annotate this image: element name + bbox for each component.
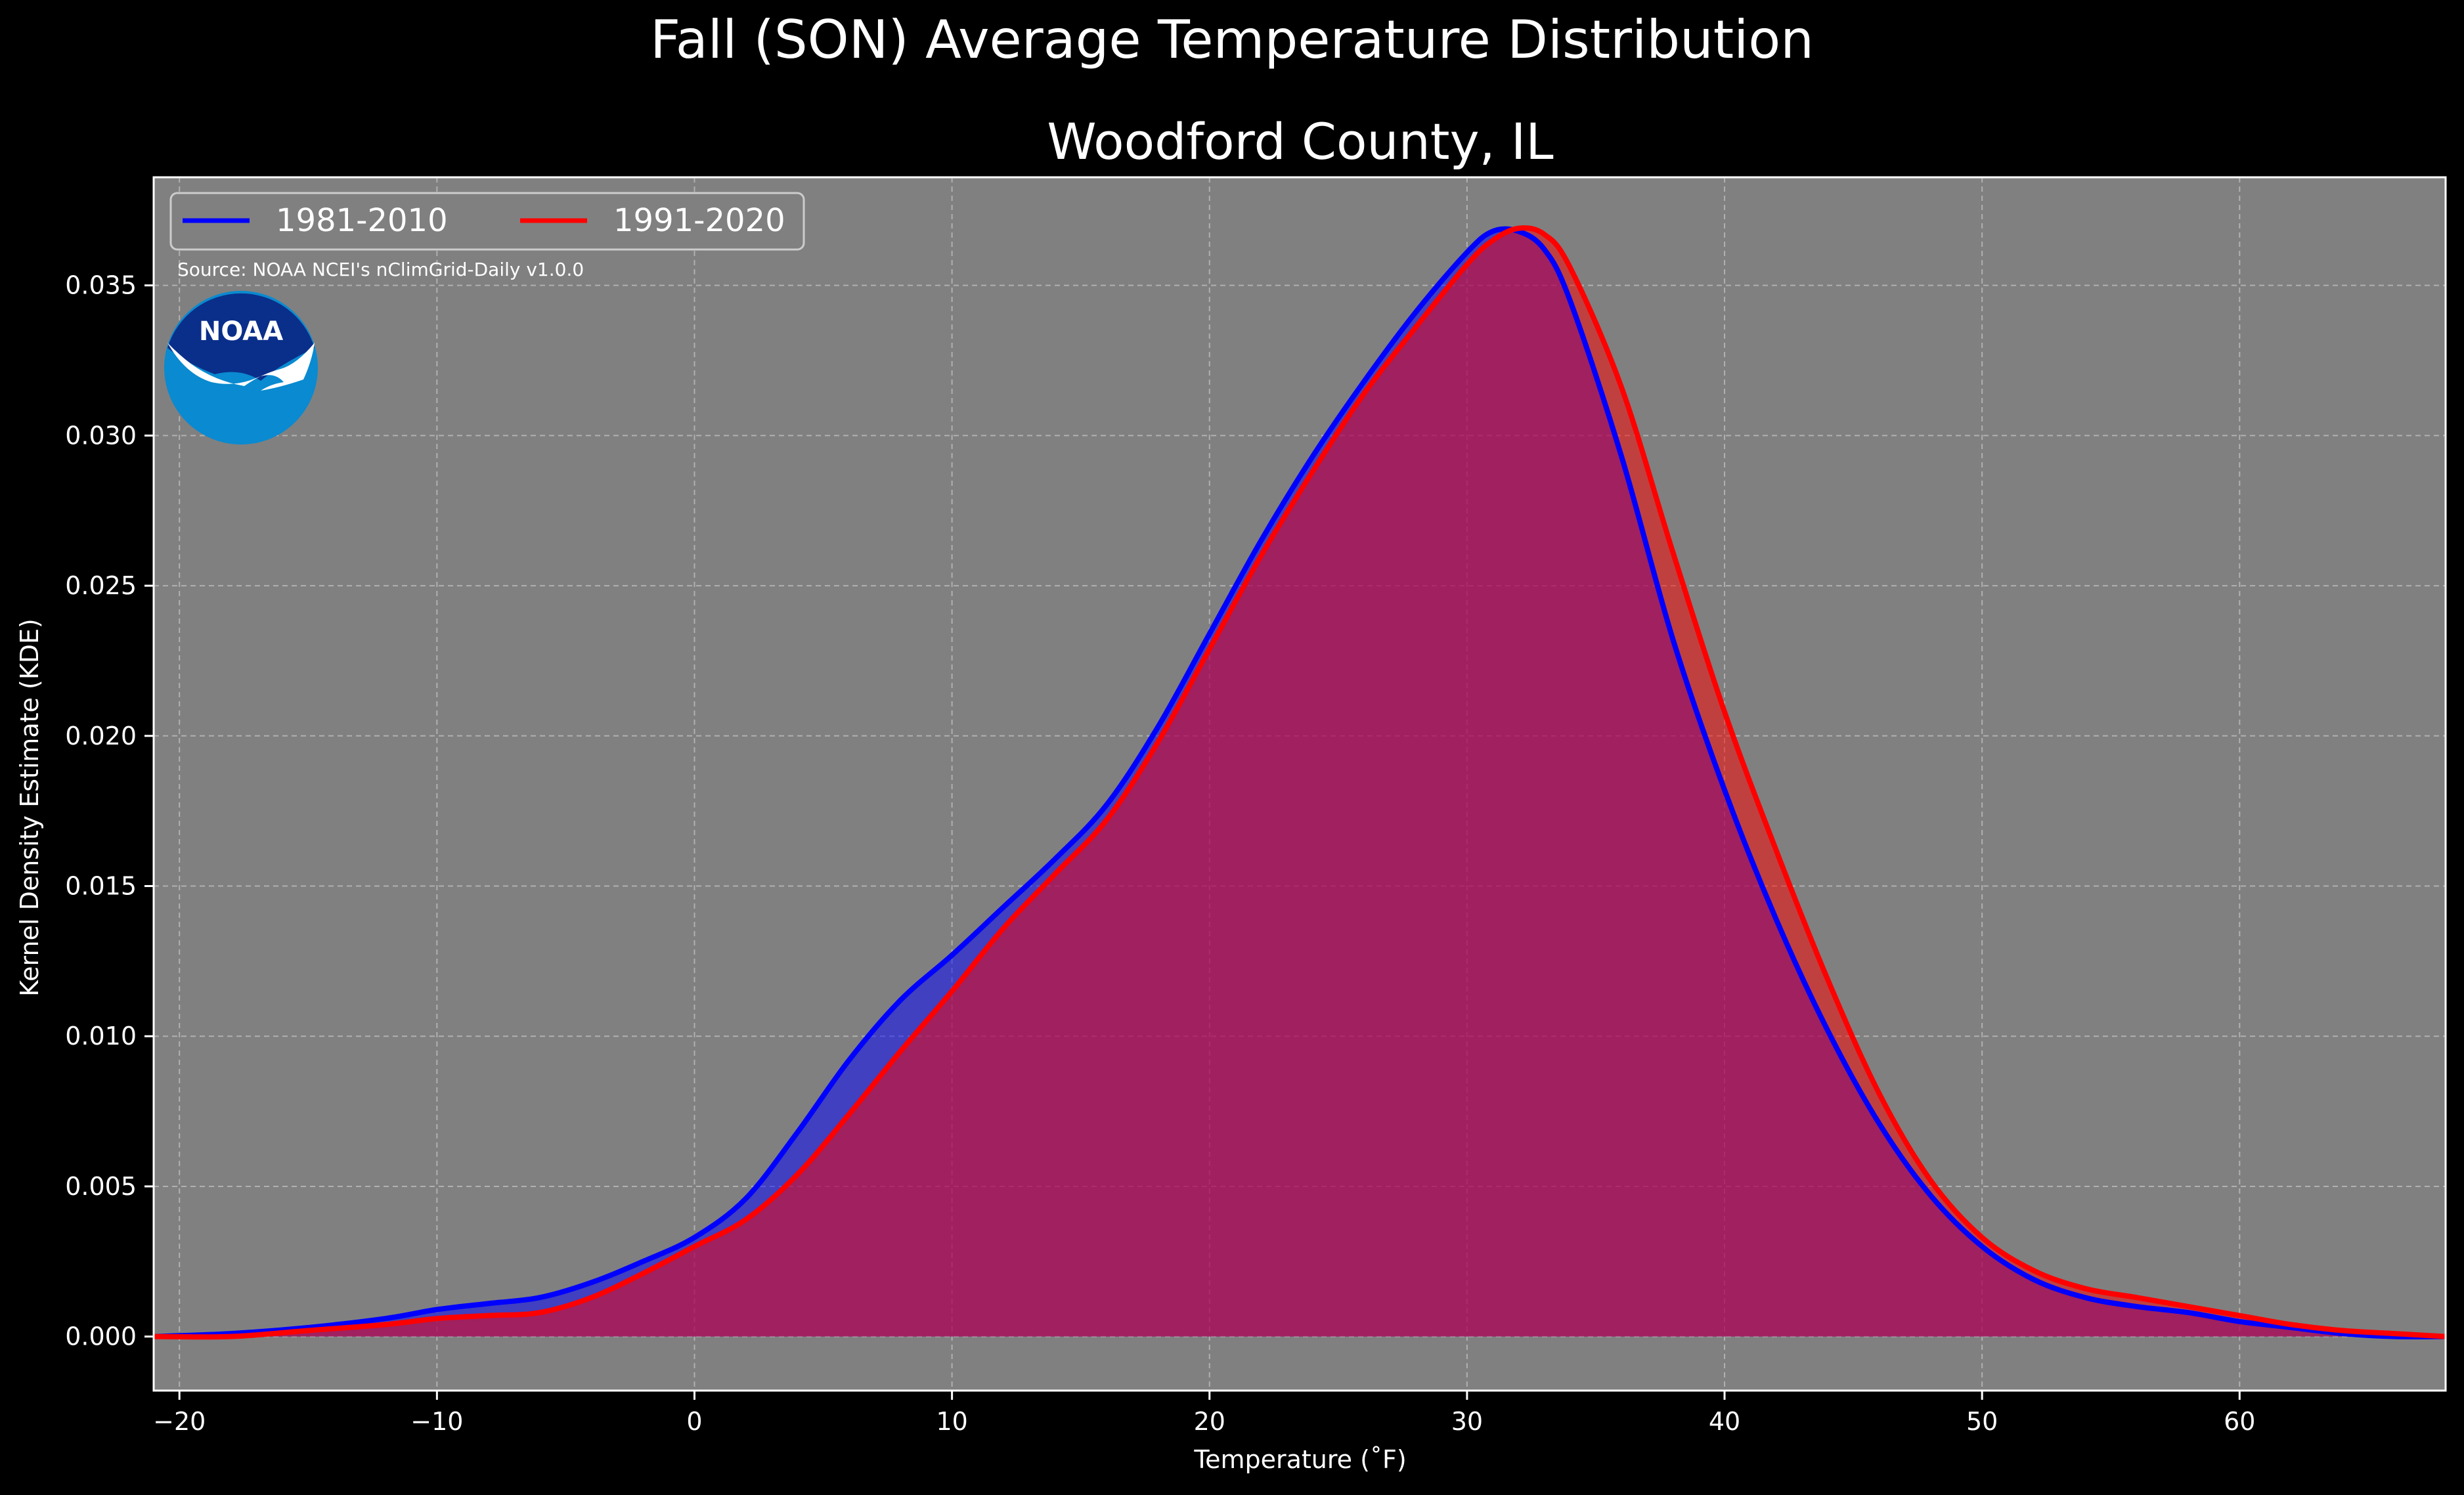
- y-tick-label: 0.020: [65, 722, 137, 750]
- x-tick-label: 0: [686, 1407, 702, 1436]
- y-tick-label: 0.025: [65, 571, 137, 600]
- y-axis-label: Kernel Density Estimate (KDE): [15, 618, 44, 997]
- y-tick-label: 0.035: [65, 271, 137, 300]
- x-tick-label: 40: [1709, 1407, 1740, 1436]
- legend-box: [169, 192, 805, 251]
- source-note: Source: NOAA NCEI's nClimGrid-Daily v1.0…: [177, 259, 584, 280]
- x-tick-label: 20: [1194, 1407, 1225, 1436]
- x-tick-label: −10: [410, 1407, 463, 1436]
- y-tick-label: 0.015: [65, 872, 137, 901]
- legend: 1981-2010 1991-2020: [169, 192, 805, 251]
- series-lines: [153, 225, 2446, 1340]
- line-1991-2020: [153, 225, 2446, 1340]
- line-1981-2010: [153, 226, 2446, 1340]
- area-1991-2020: [154, 228, 2446, 1337]
- y-tick-label: 0.000: [65, 1322, 137, 1351]
- x-tick-label: 60: [2224, 1407, 2255, 1436]
- chart-subtitle: Woodford County, IL: [1047, 112, 1553, 171]
- noaa-logo-icon: NOAA: [164, 291, 318, 444]
- legend-label-1981-2010: 1981-2010: [276, 202, 448, 239]
- x-tick-label: 50: [1966, 1407, 1998, 1436]
- series-areas: [154, 228, 2446, 1337]
- x-axis-label: Temperature (˚F): [1193, 1445, 1406, 1474]
- y-tick-label: 0.010: [65, 1022, 137, 1051]
- y-tick-label: 0.005: [65, 1172, 137, 1201]
- y-tick-label: 0.030: [65, 421, 137, 450]
- x-tick-label: 30: [1451, 1407, 1483, 1436]
- x-tick-label: −20: [153, 1407, 206, 1436]
- noaa-logo-text: NOAA: [199, 316, 283, 347]
- plot-frame: [152, 176, 2447, 1392]
- x-tick-label: 10: [936, 1407, 967, 1436]
- axis-ticks: −20 −10 0 10 20 30 40 50 60 0.000 0.005 0.010 0.015 0…: [65, 271, 2255, 1436]
- legend-label-1991-2020: 1991-2020: [613, 202, 785, 239]
- chart-title: Fall (SON) Average Temperature Distribut…: [650, 9, 1814, 70]
